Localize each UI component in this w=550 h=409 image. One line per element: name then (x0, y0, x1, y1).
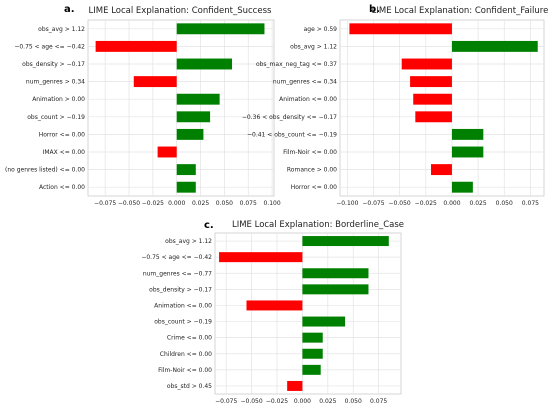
x-tick-label: 0.075 (370, 398, 387, 405)
y-tick-label: obs_avg > 1.12 (38, 26, 85, 33)
bar (413, 93, 452, 105)
y-tick-label: Horror <= 0.00 (39, 131, 85, 138)
bar (302, 284, 369, 295)
y-tick-label: obs_count > −0.19 (27, 114, 85, 121)
y-tick-label: obs_max_neg_tag <= 0.37 (256, 61, 337, 68)
y-tick-label: IMAX <= 0.00 (43, 149, 86, 156)
y-tick-label: obs_avg > 1.12 (290, 43, 337, 50)
x-tick-label: −0.025 (415, 200, 437, 207)
chart-panel-2: c. LIME Local Explanation: Borderline_Cas… (141, 220, 404, 405)
y-tick-label: −0.75 < age <= −0.42 (141, 254, 212, 261)
bar (415, 111, 452, 123)
y-tick-label: obs_std > 0.45 (167, 383, 212, 390)
bar (302, 332, 323, 343)
y-tick-label: −0.75 < age <= −0.42 (14, 43, 85, 50)
x-tick-label: 0.075 (522, 200, 539, 207)
y-tick-label: −0.41 < obs_count <= −0.19 (247, 131, 337, 138)
x-tick-label: 0.025 (469, 200, 486, 207)
bar (246, 300, 303, 311)
y-tick-label: Action <= 0.00 (39, 184, 85, 191)
bar (302, 364, 321, 375)
bar (302, 236, 389, 247)
bar (302, 348, 323, 359)
x-tick-label: −0.075 (215, 398, 237, 405)
y-tick-label: (no genres listed) <= 0.00 (5, 167, 85, 174)
x-tick-label: 0.100 (263, 200, 280, 207)
panel-label: c. (204, 220, 214, 231)
bar (349, 23, 452, 35)
chart-title: LIME Local Explanation: Confident_Succes… (89, 6, 272, 16)
y-tick-label: Film-Noir <= 0.00 (158, 367, 212, 374)
y-tick-label: Children <= 0.00 (160, 351, 212, 358)
bar (176, 93, 220, 105)
x-tick-label: −0.050 (240, 398, 262, 405)
bar (302, 268, 369, 279)
x-tick-label: −0.075 (362, 200, 384, 207)
chart-panel-1: b.LIME Local Explanation: Confident_Fail… (242, 4, 548, 207)
x-tick-label: 0.075 (240, 200, 257, 207)
bar (302, 316, 346, 327)
y-tick-label: num_genres <= −0.77 (143, 270, 212, 277)
bar (431, 164, 452, 176)
x-tick-label: −0.050 (118, 200, 140, 207)
bar (133, 76, 177, 88)
y-tick-label: num_genres <= 0.34 (273, 79, 337, 86)
x-tick-label: 0.025 (319, 398, 336, 405)
x-tick-label: 0.050 (345, 398, 362, 405)
bar (219, 252, 303, 263)
bar (176, 58, 233, 70)
y-tick-label: obs_count > −0.19 (154, 319, 212, 326)
y-tick-label: Horror <= 0.00 (291, 184, 337, 191)
y-tick-label: obs_avg > 1.12 (165, 238, 212, 245)
y-tick-label: Crime <= 0.00 (167, 335, 212, 342)
x-tick-label: −0.075 (94, 200, 116, 207)
y-tick-label: age > 0.59 (304, 26, 338, 33)
y-tick-label: Romance > 0.00 (287, 167, 337, 174)
x-tick-label: −0.100 (336, 200, 358, 207)
x-tick-label: 0.000 (294, 398, 311, 405)
bar (287, 380, 303, 391)
x-tick-label: −0.025 (142, 200, 164, 207)
bar (410, 76, 452, 88)
x-tick-label: −0.025 (266, 398, 288, 405)
bar (176, 23, 265, 35)
chart-title: LIME Local Explanation: Borderline_Case (232, 220, 404, 230)
panel-label: b. (369, 4, 380, 15)
bar (451, 181, 473, 193)
bar (95, 40, 177, 52)
bar (451, 40, 538, 52)
y-tick-label: obs_density > −0.17 (22, 61, 85, 68)
x-tick-label: 0.050 (216, 200, 233, 207)
y-tick-label: obs_density > −0.17 (149, 286, 212, 293)
bar (451, 146, 484, 158)
y-tick-label: Film-Noir <= 0.00 (283, 149, 337, 156)
x-tick-label: 0.000 (443, 200, 460, 207)
bar (176, 164, 196, 176)
bar (401, 58, 452, 70)
bar (176, 111, 211, 123)
y-tick-label: Animation <= 0.00 (279, 96, 337, 103)
bar (451, 128, 484, 140)
y-tick-label: Animation <= 0.00 (154, 302, 212, 309)
x-tick-label: 0.000 (168, 200, 185, 207)
bar (176, 128, 204, 140)
panel-label: a. (64, 4, 75, 15)
y-tick-label: −0.36 < obs_density <= −0.17 (242, 114, 337, 121)
bar (176, 181, 196, 193)
x-tick-label: −0.050 (389, 200, 411, 207)
chart-panel-0: a. LIME Local Explanation: Confident_Succ… (5, 4, 281, 207)
x-tick-label: 0.025 (192, 200, 209, 207)
y-tick-label: Animation > 0.00 (32, 96, 85, 103)
y-tick-label: num_genres > 0.34 (26, 79, 85, 86)
bar (157, 146, 177, 158)
chart-title: LIME Local Explanation: Confident_Failur… (372, 6, 549, 16)
x-tick-label: 0.050 (496, 200, 513, 207)
